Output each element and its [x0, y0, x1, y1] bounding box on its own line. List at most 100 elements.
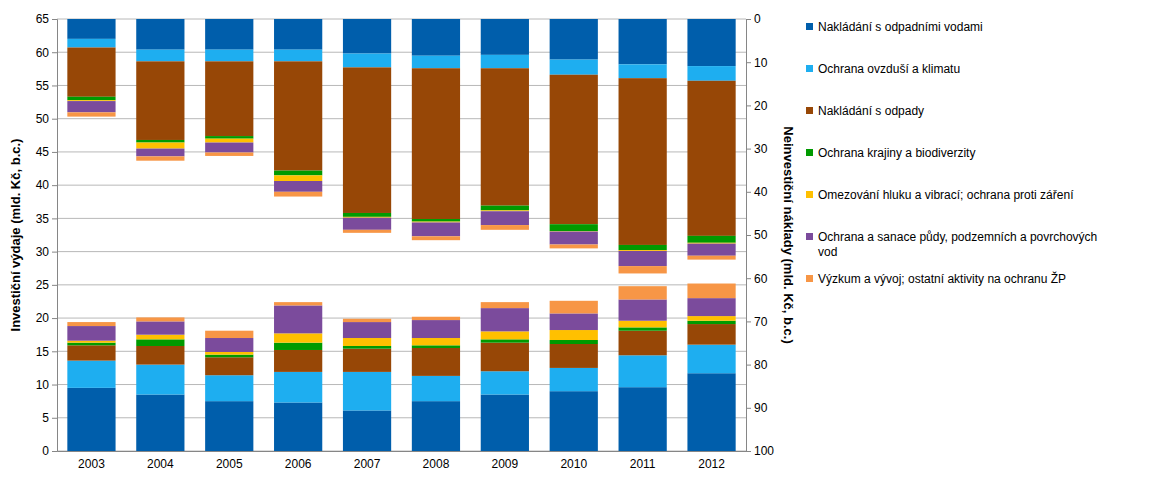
legend-swatch: [806, 23, 813, 30]
tick: 70: [746, 315, 768, 329]
bar-segment: [412, 19, 460, 56]
bar-segment: [481, 395, 529, 451]
bar-segment: [205, 331, 253, 338]
tick-label: 0: [42, 444, 49, 458]
tick-label: 10: [754, 56, 768, 70]
tick-label: 2008: [423, 457, 450, 471]
tick-mark: [746, 365, 751, 366]
bar-segment: [687, 81, 735, 236]
bar-segment: [274, 302, 322, 305]
legend-label: Výzkum a vývoj; ostatní aktivity na ochr…: [818, 271, 1066, 286]
tick: 40: [36, 178, 57, 192]
legend-swatch: [806, 149, 813, 156]
tick-mark: [746, 235, 751, 236]
tick-mark: [52, 19, 57, 20]
tick-label: 10: [36, 378, 50, 392]
bar-segment: [481, 308, 529, 331]
tick-mark: [746, 278, 751, 279]
y-axis: 05101520253035404550556065: [36, 12, 58, 458]
bar-segment: [274, 350, 322, 372]
tick-label: 80: [754, 358, 768, 372]
bar-segment: [67, 101, 115, 112]
tick-mark: [52, 185, 57, 186]
bar-segment: [136, 50, 184, 62]
legend-swatch: [806, 275, 813, 282]
tick-mark: [52, 252, 57, 253]
tick: 30: [36, 245, 57, 259]
bar-segment: [550, 301, 598, 314]
bar-segment: [550, 245, 598, 249]
bar-segment: [550, 224, 598, 231]
bar-segment: [687, 324, 735, 345]
bar-segment: [550, 60, 598, 75]
legend-label: Nakládání s odpadními vodami: [818, 20, 983, 34]
bar-segment: [205, 375, 253, 401]
bar-segment: [205, 19, 253, 50]
tick-mark: [52, 152, 57, 153]
legend-swatch: [806, 233, 813, 240]
bar-segment: [412, 320, 460, 338]
bar-segment: [687, 345, 735, 374]
tick: 90: [746, 401, 768, 415]
tick: 0: [746, 12, 761, 26]
tick-label: 25: [36, 278, 50, 292]
tick: 15: [36, 345, 57, 359]
tick: 100: [746, 444, 774, 458]
bar-segment: [136, 335, 184, 340]
bar-segment: [136, 140, 184, 143]
bar-segment: [274, 402, 322, 451]
bar-segment: [136, 143, 184, 149]
bar-segment: [343, 54, 391, 68]
tick-mark: [746, 192, 751, 193]
bar-segment: [205, 152, 253, 155]
bar-segment: [67, 39, 115, 48]
bar-segment: [619, 19, 667, 64]
legend-label: Nakládání s odpady: [818, 104, 924, 118]
tick: 50: [746, 228, 768, 242]
tick-mark: [746, 451, 751, 452]
bar-segment: [136, 365, 184, 395]
tick-label: 40: [36, 178, 50, 192]
bars: [67, 19, 735, 451]
bar-segment: [619, 331, 667, 356]
bar-segment: [412, 348, 460, 376]
bar-segment: [274, 181, 322, 192]
tick: 25: [36, 278, 57, 292]
tick-label: 50: [754, 228, 768, 242]
bar-segment: [274, 372, 322, 403]
bar-segment: [343, 67, 391, 213]
tick-label: 65: [36, 12, 50, 26]
bar-segment: [412, 222, 460, 236]
tick: 2005: [216, 451, 243, 471]
tick: 45: [36, 145, 57, 159]
bar-segment: [481, 371, 529, 394]
tick-mark: [52, 285, 57, 286]
tick: 2004: [147, 451, 174, 471]
bar-segment: [136, 339, 184, 346]
tick-label: 2006: [285, 457, 312, 471]
tick: 5: [42, 411, 57, 425]
bar-segment: [687, 256, 735, 260]
tick: 20: [746, 99, 768, 113]
bar-segment: [343, 230, 391, 233]
bar-segment: [274, 333, 322, 342]
bar-segment: [412, 401, 460, 451]
bar-segment: [687, 66, 735, 81]
tick-label: 2003: [78, 457, 105, 471]
bar-segment: [136, 317, 184, 321]
tick-label: 35: [36, 212, 50, 226]
bar-segment: [619, 321, 667, 328]
bar-segment: [205, 143, 253, 153]
bar-segment: [619, 251, 667, 266]
tick: 0: [42, 444, 57, 458]
bar-segment: [205, 136, 253, 139]
bar-segment: [343, 19, 391, 54]
bar-segment: [550, 19, 598, 60]
tick: 35: [36, 212, 57, 226]
bar-segment: [136, 149, 184, 157]
bar-segment: [687, 284, 735, 299]
tick-label: 2010: [560, 457, 587, 471]
bar-segment: [550, 75, 598, 224]
bar-segment: [274, 305, 322, 333]
tick-mark: [52, 52, 57, 53]
